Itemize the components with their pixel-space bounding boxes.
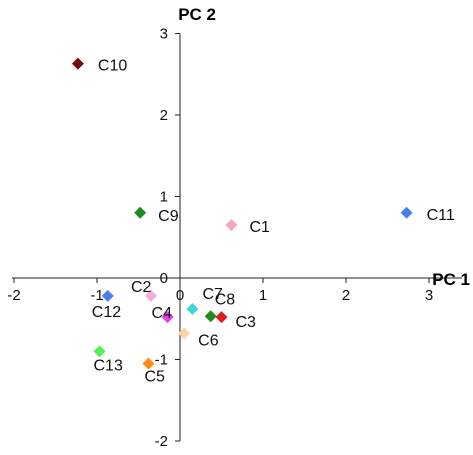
data-point-c6 xyxy=(178,327,191,340)
point-label-c4: C4 xyxy=(152,305,173,322)
y-tick-label: -2 xyxy=(155,433,168,450)
data-point-c1 xyxy=(225,219,238,232)
point-label-c5: C5 xyxy=(144,369,165,386)
data-point-c4 xyxy=(161,311,174,324)
point-label-c2: C2 xyxy=(131,279,152,296)
data-point-c11 xyxy=(400,206,413,219)
point-label-c13: C13 xyxy=(93,357,122,374)
y-axis-title: PC 2 xyxy=(178,5,216,24)
x-tick-label: 1 xyxy=(259,287,267,304)
data-point-c10 xyxy=(71,57,84,70)
point-label-c11: C11 xyxy=(427,207,455,224)
x-tick-label: 0 xyxy=(176,287,184,304)
x-axis-title: PC 1 xyxy=(432,270,470,289)
point-label-c3: C3 xyxy=(236,314,257,331)
point-label-c8: C8 xyxy=(215,291,236,308)
data-point-c9 xyxy=(134,206,147,219)
data-point-c5 xyxy=(142,357,155,370)
y-ticks: -2 -1 0 1 2 3 xyxy=(155,26,180,450)
y-tick-label: -1 xyxy=(155,352,168,369)
point-label-c10: C10 xyxy=(98,58,127,75)
x-ticks: -2 -1 0 1 2 3 xyxy=(7,278,433,304)
x-tick-label: 2 xyxy=(342,287,350,304)
point-label-c7: C7 xyxy=(202,286,223,303)
x-tick-label: -2 xyxy=(7,287,20,304)
data-point-c7 xyxy=(186,302,199,315)
x-tick-label: -1 xyxy=(90,287,103,304)
y-tick-label: 1 xyxy=(160,189,168,206)
point-label-c12: C12 xyxy=(92,304,121,321)
data-point-c13 xyxy=(93,345,106,358)
axes: -2 -1 0 1 2 3 -2 -1 0 1 2 3 xyxy=(7,26,462,450)
data-points xyxy=(71,57,413,370)
point-label-c1: C1 xyxy=(249,219,270,236)
point-label-c6: C6 xyxy=(198,332,219,349)
y-tick-label: 2 xyxy=(160,107,168,124)
data-point-c12 xyxy=(101,289,114,302)
y-tick-label: 3 xyxy=(160,26,168,43)
data-point-c3 xyxy=(215,311,228,324)
y-tick-label: 0 xyxy=(160,270,168,287)
x-tick-label: 3 xyxy=(425,287,433,304)
data-point-c2 xyxy=(144,289,157,302)
point-label-c9: C9 xyxy=(158,208,179,225)
data-point-c8 xyxy=(204,310,217,323)
